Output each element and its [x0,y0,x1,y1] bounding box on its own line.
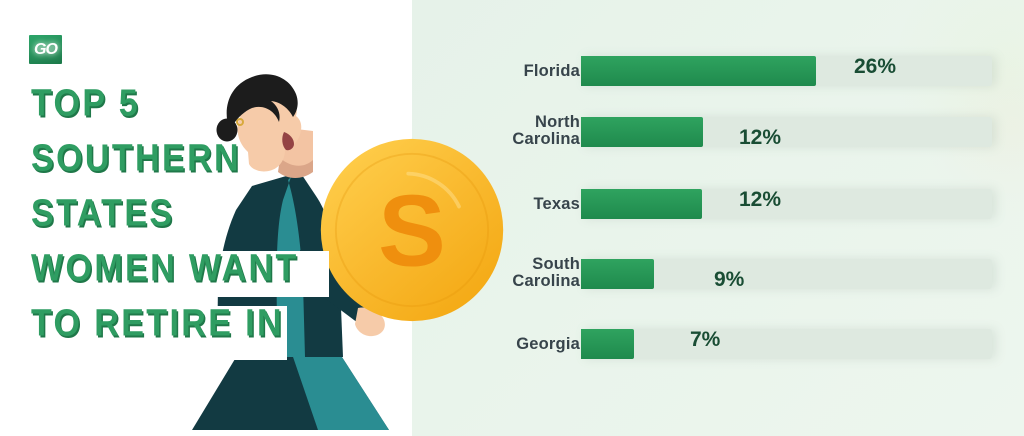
svg-text:S: S [378,174,446,288]
